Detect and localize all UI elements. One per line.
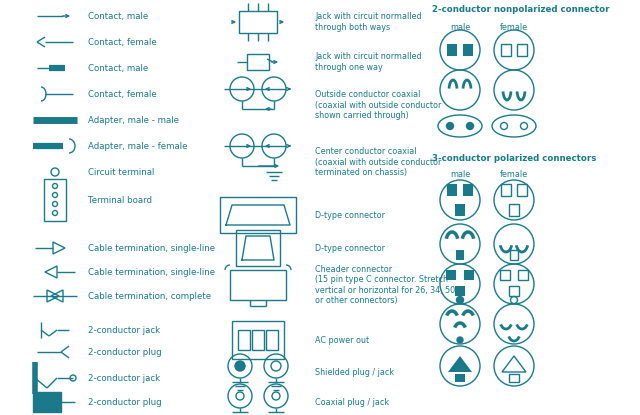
Polygon shape [448,356,472,372]
Bar [517,184,527,196]
Bar [266,330,278,350]
Text: Contact, male: Contact, male [88,12,148,20]
Text: Cable termination, single-line: Cable termination, single-line [88,244,215,252]
Text: male: male [450,169,470,178]
Text: Center conductor coaxial
(coaxial with outside conductor
terminated on chassis): Center conductor coaxial (coaxial with o… [315,147,442,177]
Text: Circuit terminal: Circuit terminal [88,168,154,176]
Bar [446,270,456,280]
Circle shape [447,122,454,129]
Text: 2-conductor plug: 2-conductor plug [88,398,162,407]
Text: Jack with circuit normalled
through both ways: Jack with circuit normalled through both… [315,12,422,32]
Text: 2-conductor nonpolarized connector: 2-conductor nonpolarized connector [432,5,609,15]
Bar [232,321,284,359]
Bar [455,374,465,382]
Bar [455,286,465,296]
Text: Cable termination, complete: Cable termination, complete [88,291,211,300]
Bar [456,250,464,260]
Bar [517,44,527,56]
Bar [464,270,474,280]
Text: Contact, female: Contact, female [88,37,157,46]
Bar [455,204,465,216]
Bar [230,270,286,300]
Bar [463,44,473,56]
Text: Cable termination, single-line: Cable termination, single-line [88,268,215,276]
Text: Contact, male: Contact, male [88,63,148,73]
Bar [447,184,457,196]
Bar [509,204,519,216]
Bar [500,270,510,280]
Bar [501,184,511,196]
Text: Shielded plug / jack: Shielded plug / jack [315,368,394,376]
Text: Outside conductor coaxial
(coaxial with outside conductor
shown carried through): Outside conductor coaxial (coaxial with … [315,90,442,120]
Text: Cheader connector
(15 pin type C connector. Stretch
vertical or horizontal for 2: Cheader connector (15 pin type C connect… [315,265,458,305]
Text: Contact, female: Contact, female [88,90,157,98]
Bar [44,179,66,221]
Text: 2-conductor plug: 2-conductor plug [88,347,162,356]
Text: D-type connector: D-type connector [315,210,385,220]
Bar [501,44,511,56]
Bar [447,44,457,56]
Bar [238,330,250,350]
Text: Terminal board: Terminal board [88,195,152,205]
Text: 2-conductor jack: 2-conductor jack [88,374,160,383]
Text: female: female [500,169,528,178]
Circle shape [235,361,245,371]
Bar [510,250,518,260]
Text: Adapter, male - female: Adapter, male - female [88,142,188,151]
Bar [509,286,519,296]
Circle shape [457,337,463,343]
Text: male: male [450,24,470,32]
Text: 2-conductor jack: 2-conductor jack [88,325,160,334]
Text: Jack with circuit normalled
through one way: Jack with circuit normalled through one … [315,52,422,72]
Bar [463,184,473,196]
Bar [247,54,269,70]
Bar [518,270,528,280]
Text: Adapter, male - male: Adapter, male - male [88,115,179,124]
Bar [509,374,519,382]
Circle shape [456,296,463,303]
Text: Coaxial plug / jack: Coaxial plug / jack [315,398,389,407]
Text: AC power out: AC power out [315,335,369,344]
Bar [220,197,296,233]
Bar [236,230,280,266]
Bar [252,330,264,350]
Bar [33,392,61,412]
Text: female: female [500,24,528,32]
Text: D-type connector: D-type connector [315,244,385,252]
Text: 3-conductor polarized connectors: 3-conductor polarized connectors [432,154,596,163]
Bar [239,11,277,33]
Circle shape [467,122,474,129]
